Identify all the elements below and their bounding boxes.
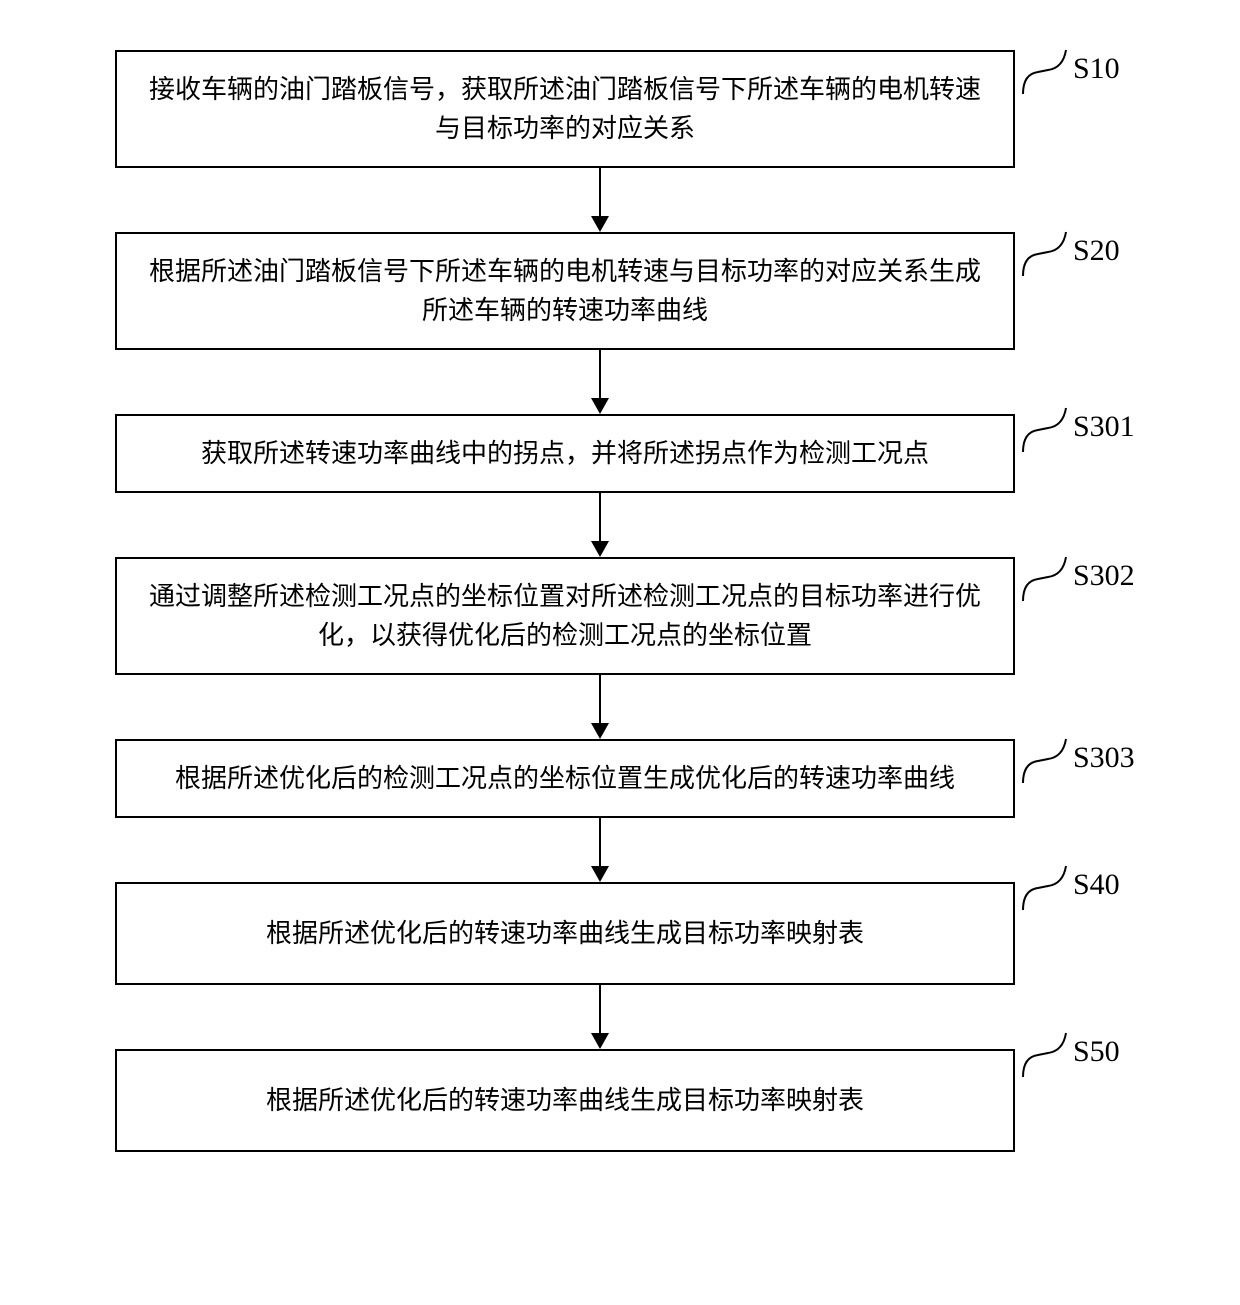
step-text-s10: 接收车辆的油门踏板信号，获取所述油门踏板信号下所述车辆的电机转速与目标功率的对应… (147, 70, 983, 148)
step-box-s50: 根据所述优化后的转速功率曲线生成目标功率映射表 (115, 1049, 1015, 1152)
step-row-s20: 根据所述油门踏板信号下所述车辆的电机转速与目标功率的对应关系生成所述车辆的转速功… (40, 232, 1200, 350)
step-label-text-s50: S50 (1073, 1035, 1120, 1069)
step-label-text-s303: S303 (1073, 741, 1135, 775)
step-row-s302: 通过调整所述检测工况点的坐标位置对所述检测工况点的目标功率进行优化，以获得优化后… (40, 557, 1200, 675)
flowchart-container: 接收车辆的油门踏板信号，获取所述油门踏板信号下所述车辆的电机转速与目标功率的对应… (40, 50, 1200, 1152)
arrow-line (599, 675, 601, 723)
step-label-text-s301: S301 (1073, 410, 1135, 444)
arrow-icon (591, 675, 609, 739)
step-row-s303: 根据所述优化后的检测工况点的坐标位置生成优化后的转速功率曲线 S303 (40, 739, 1200, 818)
arrow-container (20, 818, 1180, 882)
step-label-s50: S50 (1018, 1027, 1120, 1077)
brace-icon (1018, 551, 1068, 601)
arrow-container (20, 675, 1180, 739)
step-row-s50: 根据所述优化后的转速功率曲线生成目标功率映射表 S50 (40, 1049, 1200, 1152)
step-text-s301: 获取所述转速功率曲线中的拐点，并将所述拐点作为检测工况点 (201, 434, 929, 473)
brace-icon (1018, 402, 1068, 452)
step-label-text-s302: S302 (1073, 559, 1135, 593)
arrow-container (20, 350, 1180, 414)
brace-icon (1018, 44, 1068, 94)
step-box-s301: 获取所述转速功率曲线中的拐点，并将所述拐点作为检测工况点 (115, 414, 1015, 493)
step-box-s40: 根据所述优化后的转速功率曲线生成目标功率映射表 (115, 882, 1015, 985)
arrow-head-icon (591, 541, 609, 557)
arrow-head-icon (591, 216, 609, 232)
step-label-s40: S40 (1018, 860, 1120, 910)
arrow-head-icon (591, 866, 609, 882)
step-box-s20: 根据所述油门踏板信号下所述车辆的电机转速与目标功率的对应关系生成所述车辆的转速功… (115, 232, 1015, 350)
step-label-s20: S20 (1018, 226, 1120, 276)
arrow-icon (591, 168, 609, 232)
step-row-s10: 接收车辆的油门踏板信号，获取所述油门踏板信号下所述车辆的电机转速与目标功率的对应… (40, 50, 1200, 168)
step-text-s302: 通过调整所述检测工况点的坐标位置对所述检测工况点的目标功率进行优化，以获得优化后… (147, 577, 983, 655)
step-label-s301: S301 (1018, 402, 1135, 452)
arrow-icon (591, 493, 609, 557)
arrow-head-icon (591, 398, 609, 414)
step-label-s10: S10 (1018, 44, 1120, 94)
arrow-icon (591, 985, 609, 1049)
arrow-line (599, 493, 601, 541)
step-row-s301: 获取所述转速功率曲线中的拐点，并将所述拐点作为检测工况点 S301 (40, 414, 1200, 493)
brace-icon (1018, 1027, 1068, 1077)
step-text-s303: 根据所述优化后的检测工况点的坐标位置生成优化后的转速功率曲线 (175, 759, 955, 798)
brace-icon (1018, 733, 1068, 783)
arrow-head-icon (591, 1033, 609, 1049)
arrow-line (599, 350, 601, 398)
step-text-s40: 根据所述优化后的转速功率曲线生成目标功率映射表 (266, 914, 864, 953)
arrow-head-icon (591, 723, 609, 739)
step-box-s10: 接收车辆的油门踏板信号，获取所述油门踏板信号下所述车辆的电机转速与目标功率的对应… (115, 50, 1015, 168)
step-box-s303: 根据所述优化后的检测工况点的坐标位置生成优化后的转速功率曲线 (115, 739, 1015, 818)
step-label-text-s40: S40 (1073, 868, 1120, 902)
arrow-container (20, 493, 1180, 557)
arrow-icon (591, 350, 609, 414)
step-text-s50: 根据所述优化后的转速功率曲线生成目标功率映射表 (266, 1081, 864, 1120)
brace-icon (1018, 860, 1068, 910)
arrow-line (599, 168, 601, 216)
arrow-line (599, 985, 601, 1033)
brace-icon (1018, 226, 1068, 276)
arrow-icon (591, 818, 609, 882)
step-row-s40: 根据所述优化后的转速功率曲线生成目标功率映射表 S40 (40, 882, 1200, 985)
step-label-text-s20: S20 (1073, 234, 1120, 268)
step-box-s302: 通过调整所述检测工况点的坐标位置对所述检测工况点的目标功率进行优化，以获得优化后… (115, 557, 1015, 675)
arrow-container (20, 985, 1180, 1049)
step-label-s302: S302 (1018, 551, 1135, 601)
step-label-s303: S303 (1018, 733, 1135, 783)
arrow-line (599, 818, 601, 866)
step-label-text-s10: S10 (1073, 52, 1120, 86)
arrow-container (20, 168, 1180, 232)
step-text-s20: 根据所述油门踏板信号下所述车辆的电机转速与目标功率的对应关系生成所述车辆的转速功… (147, 252, 983, 330)
